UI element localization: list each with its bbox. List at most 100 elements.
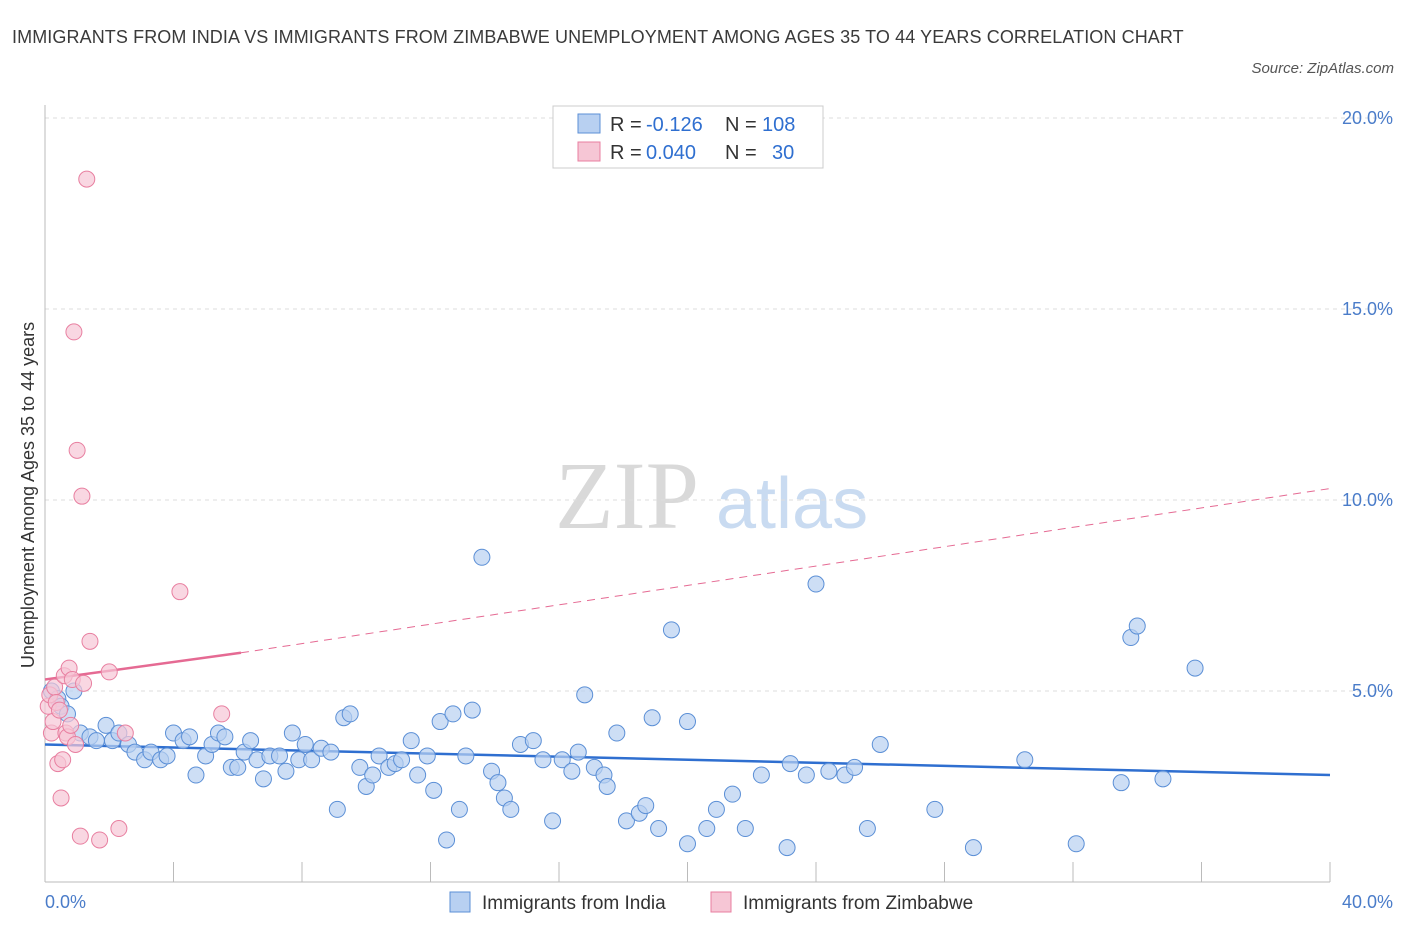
data-point-india [679,713,696,731]
data-point-india [637,797,655,815]
data-point-india [643,709,661,727]
data-point-india [797,766,815,784]
data-point-india [820,762,838,780]
data-point-india [425,781,443,799]
data-point-india [617,812,635,830]
data-point-zimbabwe [100,663,118,681]
series-legend-label-zimbabwe: Immigrants from Zimbabwe [743,893,973,914]
trend-line-india [44,743,1331,777]
data-point-india [1067,835,1085,853]
data-point-india [544,812,562,830]
data-point-india [1112,774,1130,792]
data-point-india [964,839,982,857]
data-point-india [489,774,507,792]
data-point-india [698,820,716,838]
data-point-india [216,728,234,746]
data-point-india [781,755,799,773]
legend-swatch-india [577,113,601,134]
data-point-india [463,701,481,719]
data-point-india [303,751,321,769]
legend-n-label-zimbabwe: N = [725,142,757,164]
axes: 0.0% 40.0% [44,105,1393,912]
data-point-india [1154,770,1172,788]
chart-title: IMMIGRANTS FROM INDIA VS IMMIGRANTS FROM… [12,27,1184,47]
legend-r-label-zimbabwe: R = [610,142,642,164]
series-legend: Immigrants from India Immigrants from Zi… [449,891,973,914]
data-point-india [807,575,825,593]
data-point-india [502,800,520,818]
data-point-zimbabwe [62,716,80,734]
data-point-india [1186,659,1204,677]
trend-extension-zimbabwe [240,488,1331,654]
legend-n-label-india: N = [725,114,757,136]
data-point-india [438,831,456,849]
data-point-india [181,728,199,746]
chart-source: Source: ZipAtlas.com [1251,60,1394,77]
data-point-india [254,770,272,788]
data-point-zimbabwe [91,831,109,849]
data-point-india [158,747,176,765]
data-point-india [608,724,626,742]
data-point-india [926,800,944,818]
x-tick-label: 40.0% [1342,892,1393,912]
data-point-india [409,766,427,784]
data-points [39,170,1204,857]
series-legend-swatch-zimbabwe [710,891,732,913]
data-point-zimbabwe [52,789,70,807]
data-point-india [679,835,696,853]
data-point-india [364,766,382,784]
y-tick-label: 15.0% [1342,299,1393,319]
data-point-zimbabwe [171,583,189,601]
data-point-india [858,820,876,838]
data-point-india [351,758,369,776]
data-point-india [370,747,388,765]
data-point-zimbabwe [65,323,83,341]
y-axis-label: Unemployment Among Ages 35 to 44 years [18,322,38,668]
correlation-legend: R = -0.126 N = 108 R = 0.040 N = 30 [552,105,824,169]
data-point-zimbabwe [213,705,231,723]
y-tick-label: 20.0% [1342,108,1393,128]
data-point-india [524,732,542,750]
data-point-india [871,735,889,753]
series-legend-label-india: Immigrants from India [482,893,666,914]
data-point-india [393,751,411,769]
data-point-india [341,705,359,723]
data-point-zimbabwe [71,827,89,845]
legend-r-label-india: R = [610,114,642,136]
data-point-india [650,820,668,838]
data-point-india [473,548,491,566]
data-point-india [242,732,260,750]
data-point-india [1016,751,1034,769]
legend-swatch-zimbabwe [577,141,601,162]
legend-r-value-zimbabwe: 0.040 [646,142,696,164]
data-point-india [328,800,346,818]
data-point-india [187,766,205,784]
data-point-india [553,751,571,769]
data-point-zimbabwe [73,487,91,505]
data-point-zimbabwe [50,701,68,719]
legend-n-value-india: 108 [762,114,795,136]
data-point-india [736,820,754,838]
data-point-zimbabwe [78,170,96,188]
data-point-india [752,766,770,784]
data-point-india [707,800,725,818]
data-point-india [322,743,340,761]
data-point-india [534,751,552,769]
data-point-zimbabwe [116,724,134,742]
data-point-india [846,758,864,776]
data-point-india [723,785,741,803]
data-point-india [457,747,475,765]
data-point-india [431,713,449,731]
data-point-india [87,732,105,750]
data-point-india [576,686,594,704]
data-point-zimbabwe [81,632,99,650]
data-point-india [1128,617,1146,635]
watermark-atlas: atlas [716,464,868,544]
data-point-india [402,732,420,750]
data-point-zimbabwe [68,441,86,459]
data-point-india [277,762,295,780]
data-point-india [569,743,587,761]
data-point-india [283,724,301,742]
data-point-zimbabwe [54,751,72,769]
